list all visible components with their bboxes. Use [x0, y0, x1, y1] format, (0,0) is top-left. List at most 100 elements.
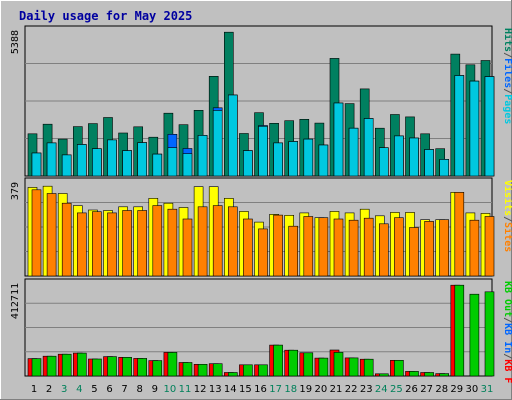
bar-kb-out-day-11	[182, 362, 193, 377]
bar-kb-out-day-3	[61, 353, 72, 377]
bar-sites-day-25	[394, 217, 404, 277]
bar-kb-out-day-17	[273, 344, 283, 377]
x-tick-day-9: 9	[152, 384, 158, 395]
legend-kb-in: KB In	[502, 323, 512, 353]
legend-: /	[502, 317, 512, 323]
x-tick-day-17: 17	[269, 384, 282, 395]
x-tick-day-25: 25	[390, 384, 403, 395]
chart-title: Daily usage for May 2025	[19, 9, 192, 23]
bar-pages-day-17	[273, 142, 283, 177]
bar-sites-day-9	[152, 205, 163, 277]
bar-sites-day-31	[484, 216, 495, 277]
legend-: /	[502, 52, 512, 58]
x-tick-day-21: 21	[330, 384, 343, 395]
bar-kb-out-day-23	[363, 358, 374, 377]
series-kb-out	[31, 284, 495, 377]
bar-sites-day-4	[77, 212, 87, 277]
bar-kb-out-day-9	[152, 360, 163, 377]
bar-sites-day-6	[107, 212, 117, 277]
bar-sites-day-14	[228, 206, 238, 277]
bar-sites-day-16	[258, 228, 268, 277]
bar-pages-day-29	[454, 75, 465, 177]
legend-: /	[502, 88, 512, 94]
bar-pages-day-3	[61, 154, 72, 177]
legend-files: Files	[502, 58, 512, 88]
x-tick-day-16: 16	[254, 384, 267, 395]
bar-pages-day-15	[243, 150, 253, 177]
bar-sites-day-13	[212, 205, 223, 277]
bar-sites-day-8	[137, 210, 147, 277]
bar-sites-day-19	[303, 216, 314, 277]
bar-pages-day-30	[469, 80, 480, 177]
x-axis: 1 2 3 4 5 6 7 8 9 10 11 12 13 14 15 16 17 18 19 20 21 22 23 24 2…	[31, 384, 494, 395]
x-tick-day-18: 18	[284, 384, 297, 395]
bar-pages-day-12	[197, 135, 208, 177]
bar-pages-day-14	[228, 94, 238, 177]
bar-sites-day-12	[197, 206, 208, 277]
bar-kb-out-day-28	[439, 373, 450, 377]
bar-pages-day-1	[31, 152, 42, 177]
panel-kbin-kbout-kbf: 412711 KB Out/KB In/KB F	[10, 278, 512, 383]
bar-pages-day-2	[46, 142, 57, 177]
x-tick-day-6: 6	[106, 384, 112, 395]
x-tick-day-15: 15	[239, 384, 252, 395]
bar-kb-out-day-14	[228, 372, 238, 377]
panel-side-legend: Hits/Files/Pages	[502, 28, 512, 124]
bar-sites-day-17	[273, 214, 283, 277]
bar-kb-out-day-8	[137, 358, 147, 377]
legend-kb-out: KB Out	[502, 281, 512, 317]
bar-kb-out-day-5	[92, 358, 102, 377]
bar-pages-day-20	[318, 144, 329, 177]
bar-pages-day-19	[303, 138, 314, 177]
legend-hits: Hits	[502, 28, 512, 52]
panel-max-label: 379	[10, 182, 21, 200]
bar-pages-day-9	[152, 153, 163, 177]
x-tick-day-10: 10	[164, 384, 177, 395]
bar-kb-out-day-1	[31, 358, 42, 377]
panel-hits-files-pages: 5388 Hits/Files/Pages	[10, 25, 512, 177]
bar-pages-day-8	[137, 142, 147, 177]
panel-max-label: 5388	[10, 30, 21, 54]
bar-kb-out-day-25	[394, 359, 404, 377]
bar-kb-out-day-7	[122, 356, 132, 377]
bar-kb-out-day-2	[46, 355, 57, 377]
panel-max-label: 412711	[10, 283, 21, 319]
bar-sites-day-10	[167, 208, 178, 277]
bar-sites-day-3	[61, 202, 72, 277]
legend-visits: Visits	[502, 180, 512, 216]
bar-kb-out-day-16	[258, 364, 268, 377]
bar-pages-day-6	[107, 139, 117, 177]
x-tick-day-8: 8	[137, 384, 143, 395]
x-tick-day-31: 31	[481, 384, 494, 395]
bar-sites-day-28	[439, 219, 450, 277]
x-tick-day-22: 22	[345, 384, 358, 395]
x-tick-day-4: 4	[76, 384, 82, 395]
bar-pages-day-24	[378, 147, 389, 177]
x-tick-day-2: 2	[46, 384, 52, 395]
bar-sites-day-29	[454, 192, 465, 277]
bar-kb-out-day-27	[424, 372, 434, 377]
bar-kb-out-day-13	[212, 363, 223, 377]
bar-kb-out-day-24	[378, 373, 389, 377]
bar-kb-out-day-12	[197, 363, 208, 377]
bar-pages-day-4	[77, 144, 87, 177]
x-tick-day-13: 13	[209, 384, 222, 395]
bar-pages-day-7	[122, 150, 132, 177]
legend-pages: Pages	[502, 94, 512, 124]
bar-sites-day-18	[288, 225, 299, 277]
bar-pages-day-21	[333, 102, 344, 177]
bar-kb-out-day-6	[107, 356, 117, 377]
bar-sites-day-5	[92, 211, 102, 277]
x-tick-day-28: 28	[435, 384, 448, 395]
bar-pages-day-18	[288, 141, 299, 177]
legend-sites: Sites	[502, 222, 512, 252]
bar-pages-day-25	[394, 135, 404, 177]
bar-pages-day-5	[92, 148, 102, 177]
bar-sites-day-20	[318, 217, 329, 277]
bar-sites-day-11	[182, 218, 193, 277]
x-tick-day-27: 27	[420, 384, 433, 395]
bar-sites-day-21	[333, 218, 344, 277]
bar-kb-out-day-19	[303, 352, 314, 377]
